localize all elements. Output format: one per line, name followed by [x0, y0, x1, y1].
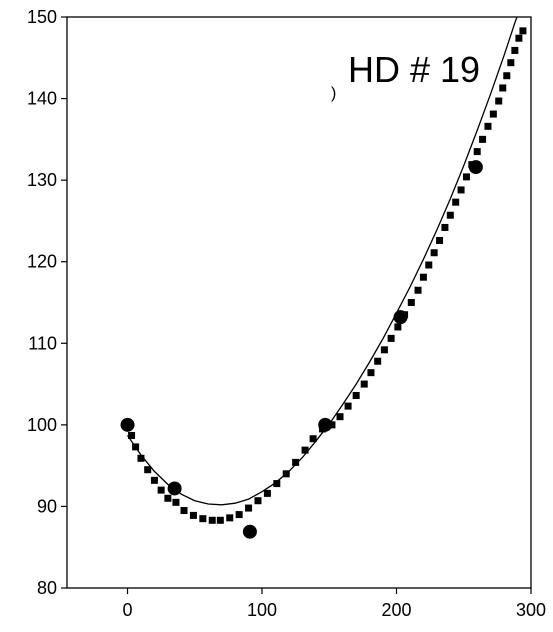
square-point	[430, 249, 438, 257]
square-point	[394, 323, 402, 331]
x-tick-label: 100	[247, 600, 277, 620]
square-point	[380, 346, 388, 354]
square-point	[387, 334, 395, 342]
square-point	[462, 173, 470, 181]
square-point	[172, 498, 180, 506]
square-point	[495, 97, 503, 105]
y-tick-label: 110	[28, 333, 57, 353]
square-point	[150, 476, 158, 484]
square-point	[263, 489, 271, 497]
y-tick-label: 140	[27, 89, 57, 109]
x-tick-label: 0	[123, 600, 133, 620]
annotation-mark: )	[331, 85, 336, 102]
square-point	[254, 497, 262, 505]
x-tick-label: 300	[516, 600, 546, 620]
x-tick-label: 200	[381, 600, 411, 620]
plot-frame	[66, 16, 532, 589]
square-point	[301, 446, 309, 454]
square-point	[199, 515, 207, 523]
square-point	[128, 431, 136, 439]
square-point	[360, 380, 368, 388]
circle-point	[242, 524, 257, 539]
square-point	[441, 223, 449, 231]
fit-curve	[126, 17, 518, 506]
square-point	[344, 402, 352, 410]
square-point	[137, 454, 145, 462]
square-point	[452, 198, 460, 206]
square-point	[226, 514, 234, 522]
circle-point	[120, 417, 135, 432]
square-point	[374, 357, 382, 365]
square-point	[446, 211, 454, 219]
square-point	[515, 34, 523, 42]
y-tick-label: 90	[37, 496, 57, 516]
square-point	[407, 299, 415, 306]
square-point	[309, 435, 317, 443]
square-point	[180, 507, 188, 515]
y-tick-label: 120	[27, 252, 57, 272]
square-point	[235, 511, 243, 519]
square-point	[144, 466, 152, 474]
square-point	[245, 504, 253, 512]
square-point	[352, 391, 360, 399]
square-point	[328, 421, 336, 429]
y-tick-label: 150	[27, 7, 57, 27]
square-point	[457, 186, 465, 194]
square-point	[367, 369, 375, 377]
chart-annotation: HD # 19	[348, 49, 480, 90]
y-tick-label: 100	[27, 415, 57, 435]
series-layer	[120, 17, 527, 539]
square-point	[401, 311, 409, 319]
square-point	[157, 486, 165, 494]
square-point	[419, 273, 427, 281]
square-point	[189, 511, 197, 519]
square-point	[414, 286, 422, 294]
square-point	[479, 135, 487, 143]
square-point	[425, 261, 433, 269]
square-point	[468, 161, 476, 169]
square-point	[484, 122, 492, 130]
square-point	[292, 458, 300, 466]
square-point	[511, 46, 519, 54]
square-point	[319, 425, 327, 433]
x-axis: 0 100 200 300	[123, 588, 546, 620]
square-point	[208, 516, 216, 524]
square-point	[507, 59, 515, 67]
square-point	[519, 27, 527, 35]
square-point	[473, 148, 481, 156]
square-point	[216, 516, 224, 524]
square-point	[436, 237, 444, 245]
square-point	[273, 480, 281, 488]
square-point	[503, 72, 511, 80]
square-point	[499, 84, 507, 92]
square-point	[164, 494, 172, 502]
y-tick-label: 130	[27, 170, 57, 190]
square-point	[489, 110, 497, 118]
y-axis: 80 90 100 110 120 130 140 150	[27, 7, 67, 598]
square-point	[336, 413, 344, 421]
y-tick-label: 80	[37, 578, 57, 598]
